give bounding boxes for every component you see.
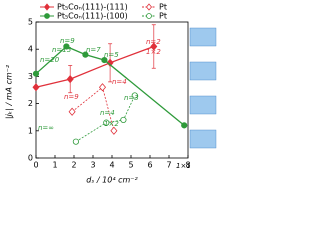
x-axis-label: dₛ / 10⁴ cm⁻² xyxy=(86,176,138,185)
y-tick-label: 0 xyxy=(28,154,33,163)
data-point xyxy=(181,122,188,129)
data-point xyxy=(103,119,110,126)
x-tick-label: 0 xyxy=(33,161,38,170)
x-tick-label: 2 xyxy=(71,161,76,170)
y-tick-label: 3 xyxy=(28,72,33,81)
x-tick-label: 5 xyxy=(128,161,133,170)
y-tick-label: 1 xyxy=(28,126,33,135)
data-point xyxy=(101,56,108,64)
data-point xyxy=(32,83,40,92)
y-tick-label: 2 xyxy=(28,99,33,108)
annotation: n=∞ xyxy=(38,124,54,132)
x-tick-label: 6 xyxy=(147,161,152,170)
data-point xyxy=(120,116,127,124)
annotation: n=2 xyxy=(146,38,161,46)
data-point xyxy=(72,138,80,145)
data-point xyxy=(106,58,114,67)
annotation: n=3 xyxy=(124,94,139,102)
annotation: n=5 xyxy=(104,51,119,59)
annotation: n=15 xyxy=(52,46,72,54)
legend-label: Pt xyxy=(159,3,167,12)
x-tick-label: 3 xyxy=(90,161,95,170)
annotation: n=9 xyxy=(64,93,79,101)
data-point xyxy=(66,75,74,84)
data-point xyxy=(32,70,40,77)
data-point xyxy=(68,107,76,116)
annotation: 1×2 xyxy=(146,48,161,56)
series-line xyxy=(35,45,155,88)
x-tick-label: 4 xyxy=(109,161,114,170)
annotation: 1×1 xyxy=(176,162,191,170)
data-point xyxy=(98,83,107,92)
x-tick-label: 8 xyxy=(185,161,190,170)
legend-label: Pt₅Coₙ(111)-(100) xyxy=(57,12,128,21)
lattice-icons xyxy=(189,27,217,149)
series-line xyxy=(75,95,136,143)
annotation: n=9 xyxy=(60,37,75,45)
data-point xyxy=(150,42,158,51)
plot-frame xyxy=(35,21,189,159)
data-point xyxy=(131,92,138,99)
chart: dₛ / 10⁴ cm⁻² |jₖ| / mA cm⁻² 0 1 2 3 4 5 0 1 2 3 4… xyxy=(5,3,217,185)
legend-marker xyxy=(43,3,51,11)
annotation: n=4 xyxy=(112,78,127,86)
data-point xyxy=(110,126,118,135)
x-tick-label: 1 xyxy=(52,161,57,170)
legend-label: Pt₅Coₙ(111)-(111) xyxy=(57,3,128,12)
legend-marker xyxy=(145,3,153,11)
y-tick-label: 4 xyxy=(28,45,33,54)
legend-marker xyxy=(44,13,50,19)
legend-label: Pt xyxy=(159,12,167,21)
x-tick-label: 7 xyxy=(166,161,171,170)
annotation: n=20 xyxy=(40,56,60,64)
data-point xyxy=(82,51,89,58)
annotation: n=7 xyxy=(86,46,101,54)
data-point xyxy=(63,43,70,50)
annotation: n=4 xyxy=(100,109,115,117)
y-axis-label: |jₖ| / mA cm⁻² xyxy=(5,64,14,119)
annotation: 1×2 xyxy=(104,120,119,128)
y-tick-label: 5 xyxy=(28,18,33,27)
legend-marker xyxy=(146,13,152,19)
